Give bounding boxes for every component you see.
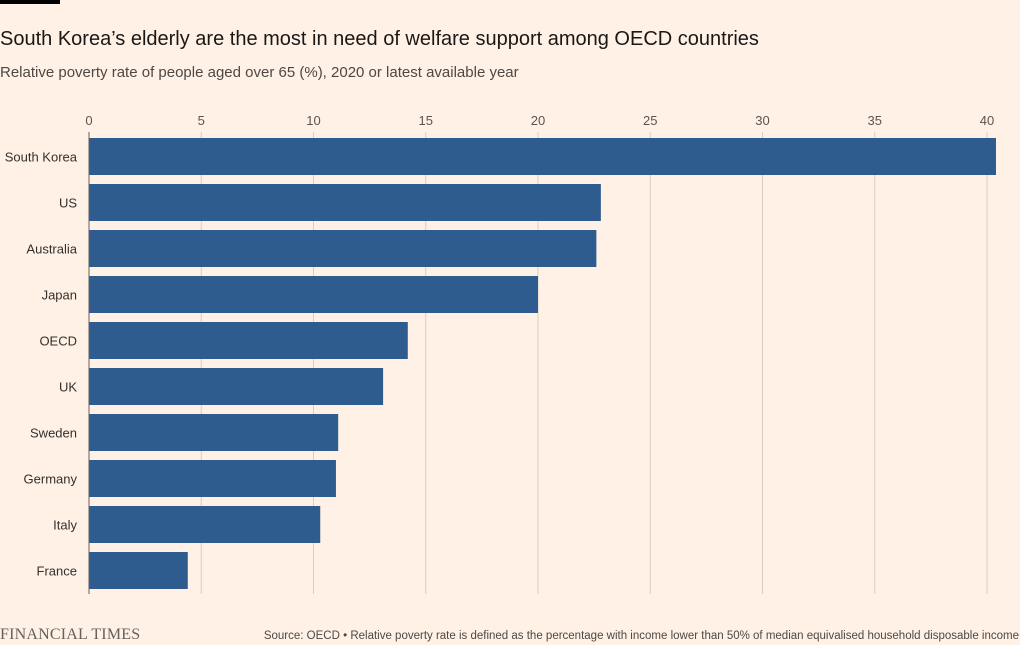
x-tick-label: 5 [198, 113, 205, 128]
chart-subtitle: Relative poverty rate of people aged ove… [0, 64, 519, 81]
category-label: UK [59, 380, 77, 395]
x-tick-label: 30 [755, 113, 769, 128]
x-tick-label: 20 [531, 113, 545, 128]
category-label: Italy [53, 518, 77, 533]
bar [89, 138, 996, 175]
x-tick-label: 25 [643, 113, 657, 128]
top-rule [0, 0, 60, 4]
category-label: Australia [26, 242, 77, 257]
category-label: France [37, 564, 77, 579]
bar [89, 276, 538, 313]
x-tick-label: 40 [980, 113, 994, 128]
bar [89, 230, 597, 267]
x-tick-label: 10 [306, 113, 320, 128]
category-label: Sweden [30, 426, 77, 441]
x-tick-label: 35 [868, 113, 882, 128]
source-note: Source: OECD • Relative poverty rate is … [263, 630, 1019, 642]
bar [89, 322, 408, 359]
x-tick-label: 0 [85, 113, 92, 128]
category-label: Germany [24, 472, 78, 487]
bar [89, 184, 601, 221]
ft-logo: FINANCIAL TIMES [0, 626, 141, 643]
bar [89, 552, 188, 589]
bar [89, 460, 336, 497]
bar [89, 368, 384, 405]
x-tick-label: 15 [419, 113, 433, 128]
chart-title: South Korea’s elderly are the most in ne… [0, 28, 759, 51]
category-label: South Korea [5, 150, 78, 165]
category-label: OECD [39, 334, 77, 349]
bar [89, 414, 339, 451]
bar-chart: 0 5 10 15 20 25 30 35 40 South Korea US Australia Ja… [5, 113, 996, 594]
category-label: Japan [42, 288, 77, 303]
category-label: US [59, 196, 77, 211]
bar [89, 506, 321, 543]
